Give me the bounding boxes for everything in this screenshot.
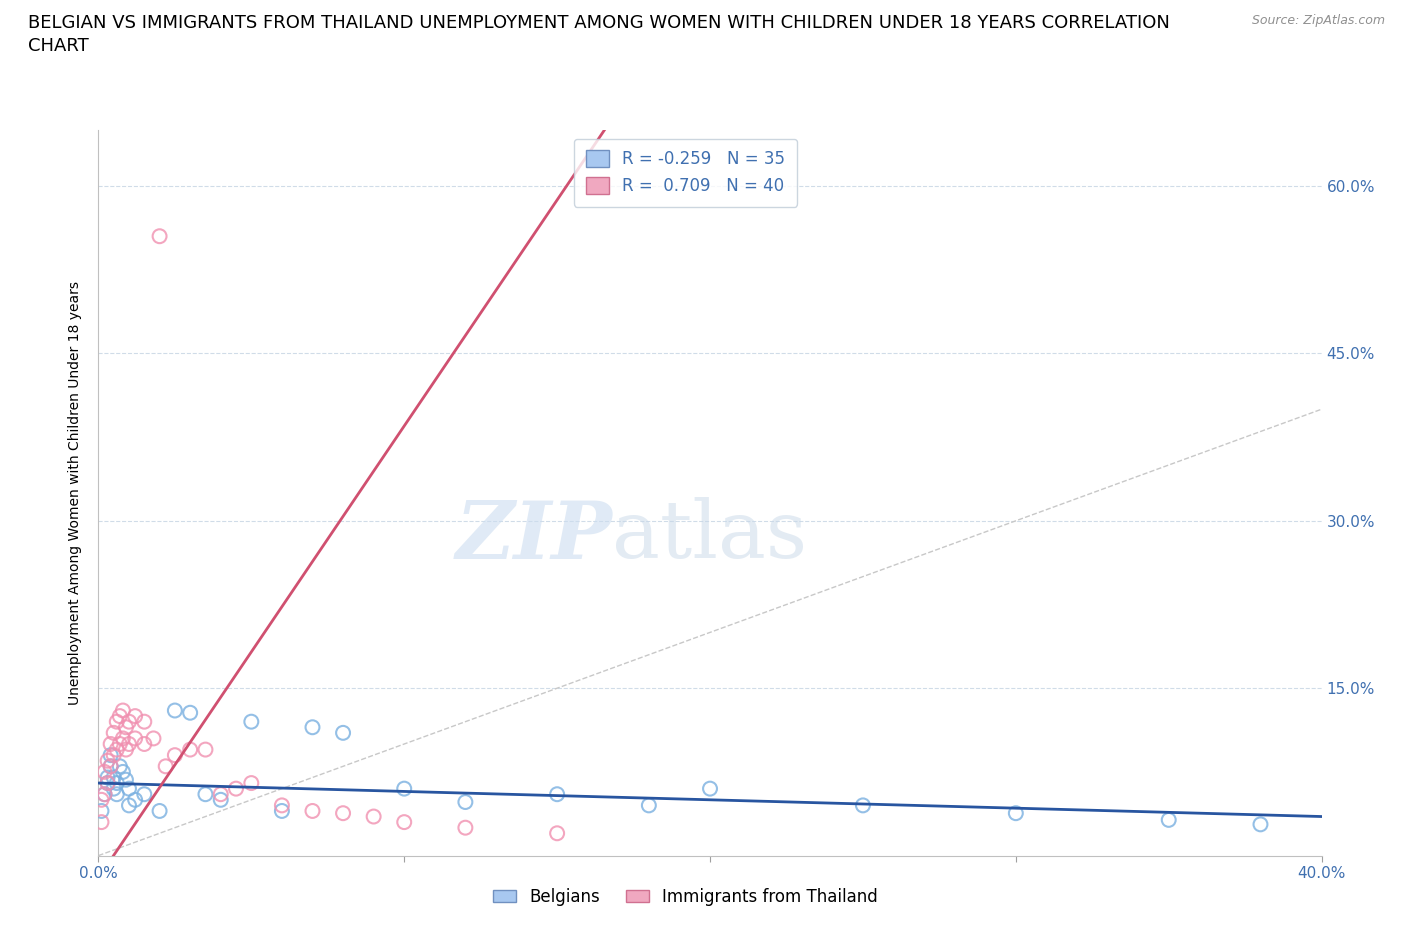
Point: [363, 809, 385, 824]
Point: [194, 742, 217, 757]
Point: [115, 772, 138, 787]
Point: [301, 804, 323, 818]
Text: Source: ZipAtlas.com: Source: ZipAtlas.com: [1251, 14, 1385, 27]
Point: [97, 776, 120, 790]
Point: [115, 720, 138, 735]
Point: [93, 787, 115, 802]
Point: [149, 229, 172, 244]
Point: [124, 792, 146, 807]
Point: [1004, 805, 1026, 820]
Point: [240, 714, 263, 729]
Y-axis label: Unemployment Among Women with Children Under 18 years: Unemployment Among Women with Children U…: [69, 281, 83, 705]
Point: [225, 781, 247, 796]
Text: ZIP: ZIP: [456, 498, 612, 575]
Point: [111, 731, 134, 746]
Point: [179, 705, 201, 720]
Point: [699, 781, 721, 796]
Point: [134, 787, 156, 802]
Point: [111, 764, 134, 779]
Point: [124, 709, 146, 724]
Point: [301, 720, 323, 735]
Point: [103, 725, 125, 740]
Point: [118, 798, 141, 813]
Point: [90, 815, 112, 830]
Point: [97, 776, 120, 790]
Point: [1249, 817, 1271, 831]
Point: [97, 770, 120, 785]
Point: [111, 703, 134, 718]
Point: [332, 725, 354, 740]
Point: [179, 742, 201, 757]
Point: [392, 815, 416, 830]
Point: [155, 759, 177, 774]
Point: [90, 804, 112, 818]
Point: [100, 737, 122, 751]
Point: [115, 742, 138, 757]
Point: [209, 787, 232, 802]
Point: [194, 787, 217, 802]
Point: [454, 820, 477, 835]
Point: [852, 798, 875, 813]
Point: [546, 826, 568, 841]
Point: [118, 737, 141, 751]
Point: [100, 759, 122, 774]
Point: [124, 731, 146, 746]
Point: [105, 787, 128, 802]
Point: [149, 804, 172, 818]
Point: [103, 770, 125, 785]
Point: [163, 748, 186, 763]
Point: [108, 759, 131, 774]
Point: [118, 714, 141, 729]
Point: [105, 742, 128, 757]
Text: BELGIAN VS IMMIGRANTS FROM THAILAND UNEMPLOYMENT AMONG WOMEN WITH CHILDREN UNDER: BELGIAN VS IMMIGRANTS FROM THAILAND UNEM…: [28, 14, 1170, 32]
Point: [142, 731, 165, 746]
Point: [134, 714, 156, 729]
Point: [118, 781, 141, 796]
Point: [103, 781, 125, 796]
Point: [105, 714, 128, 729]
Point: [100, 759, 122, 774]
Point: [97, 753, 120, 768]
Point: [270, 798, 292, 813]
Point: [332, 805, 354, 820]
Point: [93, 764, 115, 779]
Legend: Belgians, Immigrants from Thailand: Belgians, Immigrants from Thailand: [486, 882, 884, 912]
Point: [90, 792, 112, 807]
Point: [392, 781, 416, 796]
Point: [209, 792, 232, 807]
Point: [454, 794, 477, 809]
Point: [270, 804, 292, 818]
Point: [1157, 813, 1180, 828]
Point: [637, 798, 661, 813]
Text: CHART: CHART: [28, 37, 89, 55]
Point: [108, 709, 131, 724]
Point: [546, 787, 568, 802]
Point: [240, 776, 263, 790]
Point: [105, 776, 128, 790]
Point: [134, 737, 156, 751]
Point: [163, 703, 186, 718]
Point: [108, 737, 131, 751]
Text: atlas: atlas: [612, 498, 807, 576]
Point: [103, 748, 125, 763]
Point: [93, 787, 115, 802]
Point: [100, 748, 122, 763]
